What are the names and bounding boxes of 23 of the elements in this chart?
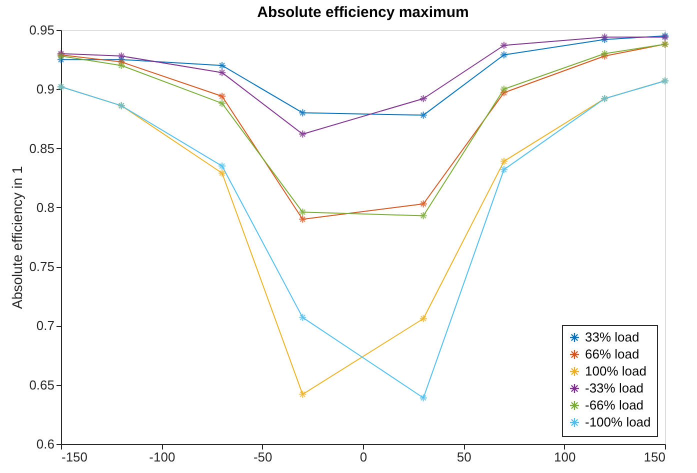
legend-label: -100% load: [585, 414, 651, 430]
x-tick-label: 0: [360, 450, 368, 464]
y-tick-label: 0.8: [36, 200, 54, 215]
legend-label: -33% load: [585, 380, 644, 396]
legend-label: 100% load: [585, 364, 646, 378]
x-tick-label: 50: [456, 450, 472, 464]
x-tick-label: -100: [149, 450, 176, 464]
x-tick-label: -150: [62, 450, 88, 464]
x-tick-label: 150: [644, 450, 666, 464]
legend-label: 66% load: [585, 346, 640, 362]
x-tick-label: 100: [554, 450, 576, 464]
legend-label: 33% load: [585, 330, 640, 344]
y-tick-label: 0.7: [36, 318, 54, 334]
y-tick-label: 0.65: [29, 377, 54, 392]
y-tick-label: 0.95: [29, 22, 54, 38]
y-tick-label: 0.6: [36, 436, 54, 452]
legend-label: -66% load: [585, 398, 644, 412]
chart-title: Absolute efficiency maximum: [257, 4, 469, 21]
y-axis-title: Absolute efficiency in 1: [9, 166, 26, 309]
y-tick-label: 0.75: [29, 259, 54, 274]
y-tick-label: 0.85: [29, 140, 54, 156]
x-tick-label: -50: [253, 450, 272, 464]
y-tick-label: 0.9: [36, 82, 54, 97]
